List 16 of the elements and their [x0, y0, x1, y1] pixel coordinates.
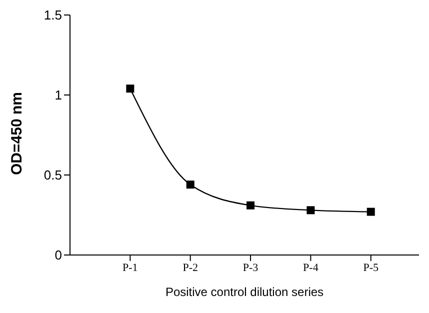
x-tick-label: P-1	[122, 262, 138, 274]
x-tick-label: P-5	[363, 262, 379, 274]
y-tick-label: 0	[54, 248, 62, 263]
y-tick-label: 1	[54, 88, 62, 103]
x-axis-title: Positive control dilution series	[165, 285, 324, 299]
point	[246, 201, 255, 210]
point	[126, 84, 134, 93]
x-tick-label: P-3	[242, 262, 259, 274]
point	[186, 180, 194, 189]
point	[306, 206, 315, 214]
y-tick-label: 1.5	[44, 8, 62, 23]
point	[366, 208, 375, 216]
y-axis-title: OD=450 nm	[8, 92, 26, 175]
x-tick-label: P-2	[182, 262, 198, 274]
x-tick-label: P-4	[303, 262, 319, 274]
y-tick-label: 0.5	[44, 168, 62, 183]
